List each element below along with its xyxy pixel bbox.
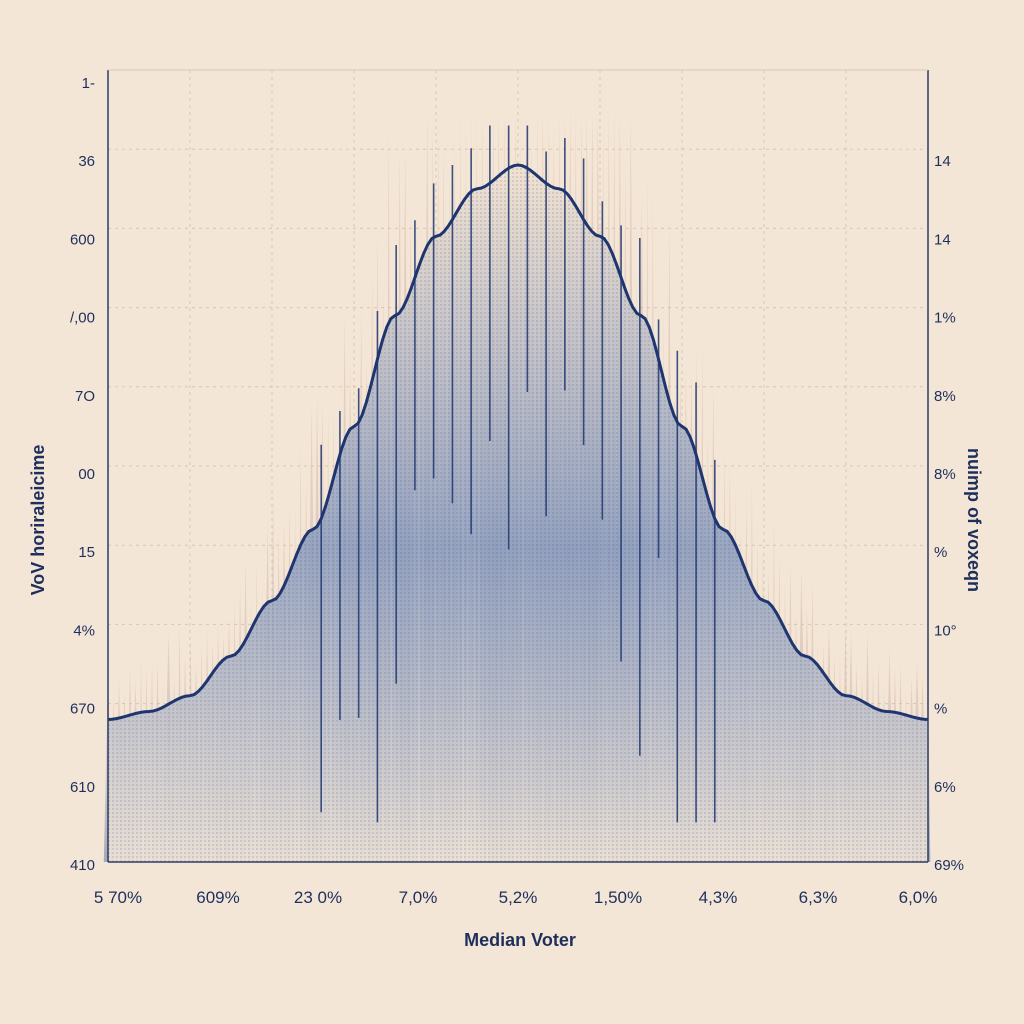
y-axis-right-title: nuimp of voxeqn <box>964 448 984 592</box>
x-tick-label: 23 0% <box>294 888 342 907</box>
x-tick-label: 7,0% <box>399 888 438 907</box>
y-right-tick-label: 69% <box>934 857 964 874</box>
y-right-tick-label: % <box>934 544 947 561</box>
y-left-tick-label: 00 <box>78 466 95 483</box>
y-left-tick-label: 410 <box>70 857 95 874</box>
x-tick-label: 6,3% <box>799 888 838 907</box>
x-tick-label: 4,3% <box>699 888 738 907</box>
y-right-tick-label: 6% <box>934 779 956 796</box>
y-right-tick-label: 8% <box>934 388 956 405</box>
y-right-tick-label: 8% <box>934 466 956 483</box>
y-right-tick-label: % <box>934 701 947 718</box>
x-tick-label: 609% <box>196 888 239 907</box>
y-left-tick-label: 7O <box>75 388 95 405</box>
y-left-tick-label: 670 <box>70 701 95 718</box>
plot-frame <box>107 69 929 863</box>
x-tick-label: 6,0% <box>899 888 938 907</box>
y-left-tick-label: 15 <box>78 544 95 561</box>
x-axis-title: Median Voter <box>464 930 576 950</box>
y-right-tick-label: 1% <box>934 310 956 327</box>
y-left-tick-label: 600 <box>70 231 95 248</box>
y-axis-left-ticks: 1- 36 600 /,00 7O 00 15 4% 670 610 410 <box>70 75 95 874</box>
y-axis-left-title: VoV horiraleicime <box>28 445 48 596</box>
y-right-tick-label: 10° <box>934 622 957 639</box>
series-area <box>108 165 928 863</box>
y-left-tick-label: 36 <box>78 153 95 170</box>
y-left-tick-label: /,00 <box>70 310 95 327</box>
y-left-tick-label: 1- <box>82 75 95 92</box>
area-dot-texture <box>108 165 928 863</box>
x-tick-label: 1,50% <box>594 888 642 907</box>
y-right-tick-label: 14 <box>934 231 951 248</box>
x-tick-label: 5 70% <box>94 888 142 907</box>
y-left-tick-label: 610 <box>70 779 95 796</box>
y-axis-right-ticks: 14 14 1% 8% 8%% 10°% 6% 69% <box>934 153 964 874</box>
y-left-tick-label: 4% <box>73 622 95 639</box>
x-tick-label: 5,2% <box>499 888 538 907</box>
y-right-tick-label: 14 <box>934 153 951 170</box>
x-axis-ticks: 5 70% 609% 23 0% 7,0% 5,2% 1,50% 4,3% 6,3% 6,0% <box>94 888 937 907</box>
